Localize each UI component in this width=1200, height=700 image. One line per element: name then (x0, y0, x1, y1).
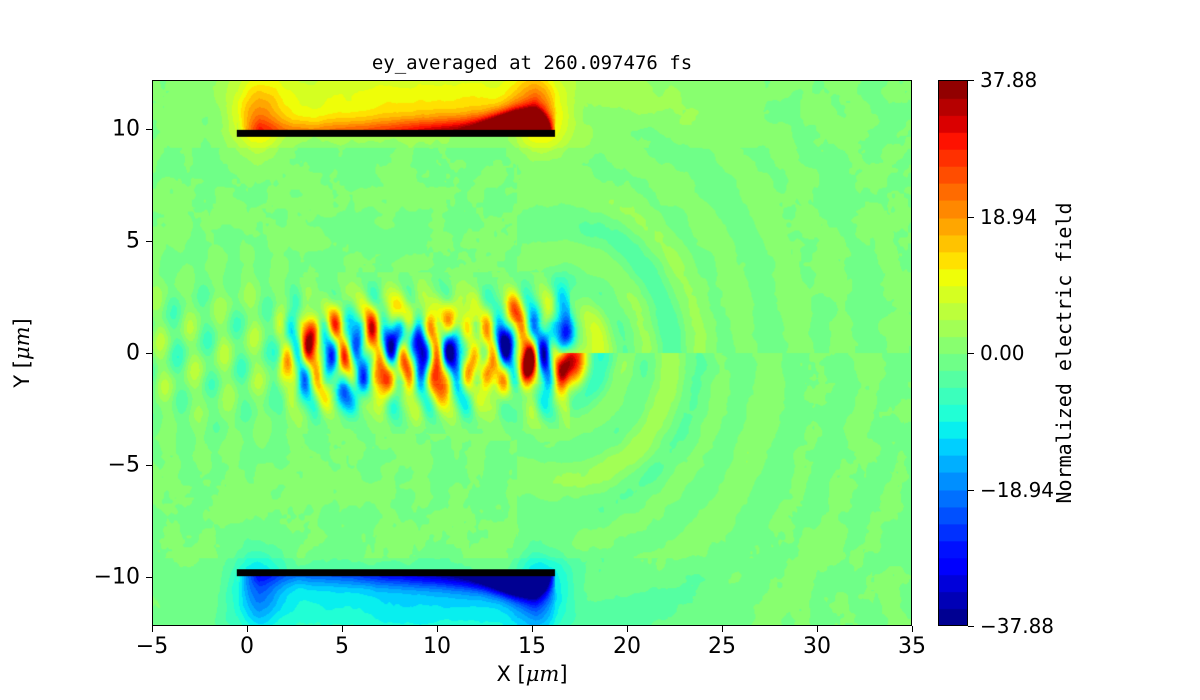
x-tick-label: 35 (898, 634, 926, 659)
x-tick-label: 5 (335, 634, 349, 659)
field-heatmap (153, 81, 911, 625)
y-tick-label: −5 (107, 452, 140, 478)
x-tick-mark (722, 626, 723, 632)
field-plot-axes (152, 80, 912, 626)
x-tick-mark (152, 626, 153, 632)
x-tick-label: 30 (803, 634, 831, 659)
x-axis-label: X [μm] (152, 662, 912, 686)
x-tick-label: 10 (423, 634, 451, 659)
colorbar-tick-mark (968, 216, 974, 218)
y-axis-label-prefix: Y [ (10, 360, 34, 388)
x-tick-label: 20 (613, 634, 641, 659)
colorbar-tick-mark (968, 353, 974, 354)
y-tick-mark (146, 353, 152, 354)
colorbar-gradient (939, 81, 967, 625)
y-tick-label: 10 (112, 116, 140, 142)
x-tick-mark (817, 626, 818, 632)
colorbar-tick-mark (968, 626, 974, 627)
x-tick-mark (627, 626, 628, 632)
y-tick-mark (146, 241, 152, 243)
x-tick-label: 15 (518, 634, 546, 659)
colorbar-tick-label: −37.88 (980, 614, 1055, 638)
colorbar-tick-mark (968, 80, 974, 81)
colorbar-label: Normalized electric field (1052, 202, 1076, 504)
colorbar-tick-label: 37.88 (980, 68, 1038, 92)
colorbar (938, 80, 968, 626)
y-axis-label: Y [μm] (10, 318, 34, 387)
y-tick-mark (146, 464, 152, 466)
colorbar-tick-label: 18.94 (980, 204, 1038, 229)
colorbar-tick-label: −18.94 (980, 477, 1055, 502)
x-axis-label-suffix: ] (559, 662, 568, 686)
x-tick-mark (247, 626, 248, 632)
colorbar-tick-mark (968, 489, 974, 491)
y-tick-label: 0 (126, 340, 140, 366)
y-axis-label-suffix: ] (10, 318, 34, 327)
y-tick-mark (146, 129, 152, 131)
x-tick-mark (342, 626, 343, 632)
y-tick-label: 5 (126, 228, 140, 254)
x-tick-mark (532, 626, 533, 632)
y-tick-mark (146, 576, 152, 578)
x-tick-label: −5 (135, 634, 169, 659)
x-tick-label: 25 (708, 634, 736, 659)
colorbar-tick-label: 0.00 (980, 341, 1025, 365)
x-axis-label-prefix: X [ (496, 662, 526, 686)
y-axis-label-units: μm (10, 326, 34, 361)
plot-title: ey_averaged at 260.097476 fs (371, 52, 693, 74)
x-tick-mark (437, 626, 438, 632)
y-tick-label: −10 (93, 564, 140, 590)
x-axis-label-units: μm (525, 662, 560, 686)
x-tick-mark (912, 626, 913, 632)
x-tick-label: 0 (240, 634, 254, 659)
